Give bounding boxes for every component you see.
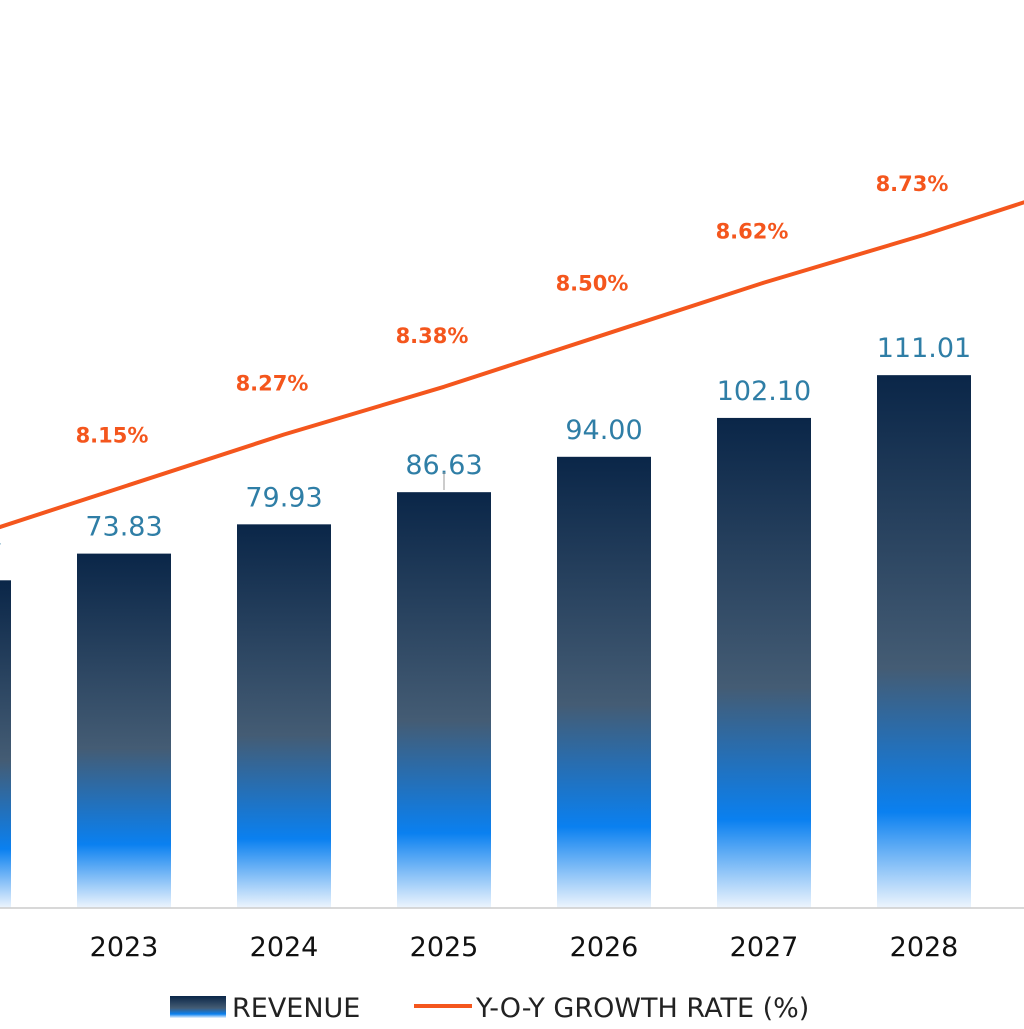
growth-data-label: 8.27% [236, 372, 309, 396]
revenue-bar [237, 524, 331, 908]
revenue-bar [557, 456, 651, 908]
legend-growth-label: Y-O-Y GROWTH RATE (%) [475, 993, 809, 1024]
revenue-data-label: 102.10 [717, 376, 811, 407]
x-tick-label: 2025 [410, 932, 479, 963]
revenue-bar [877, 375, 971, 909]
revenue-data-label: 111.01 [877, 333, 971, 364]
growth-data-label: 8.62% [716, 220, 789, 244]
revenue-bar [77, 553, 171, 908]
growth-line-layer [0, 200, 1024, 530]
growth-data-label: 8.38% [396, 324, 469, 348]
revenue-data-label: 73.83 [85, 512, 162, 543]
x-tick-label: 2028 [890, 932, 959, 963]
x-tick-label: 2024 [250, 932, 319, 963]
revenue-data-label: 79.93 [245, 482, 322, 513]
revenue-bar [717, 417, 811, 908]
x-tick-label: 2026 [570, 932, 639, 963]
legend-revenue-label: REVENUE [232, 993, 360, 1024]
growth-data-label: 8.15% [76, 424, 149, 448]
legend-revenue-swatch [170, 996, 226, 1018]
growth-data-label: 8.50% [556, 272, 629, 296]
growth-rate-line [0, 200, 1024, 530]
growth-labels-layer: 8.03%8.15%8.27%8.38%8.50%8.62%8.73% [76, 172, 949, 448]
x-tick-label: 2023 [90, 932, 159, 963]
x-tick-label: 2027 [730, 932, 799, 963]
legend: REVENUE Y-O-Y GROWTH RATE (%) [170, 993, 809, 1024]
revenue-bar [0, 580, 11, 908]
revenue-bar [397, 492, 491, 908]
bars-layer [0, 375, 971, 909]
category-labels-layer: 20222023202420252026202720282029 [90, 932, 959, 963]
revenue-data-label: 68.27 [0, 538, 3, 569]
growth-data-label: 8.73% [876, 172, 949, 196]
revenue-data-label: 94.00 [565, 415, 642, 446]
